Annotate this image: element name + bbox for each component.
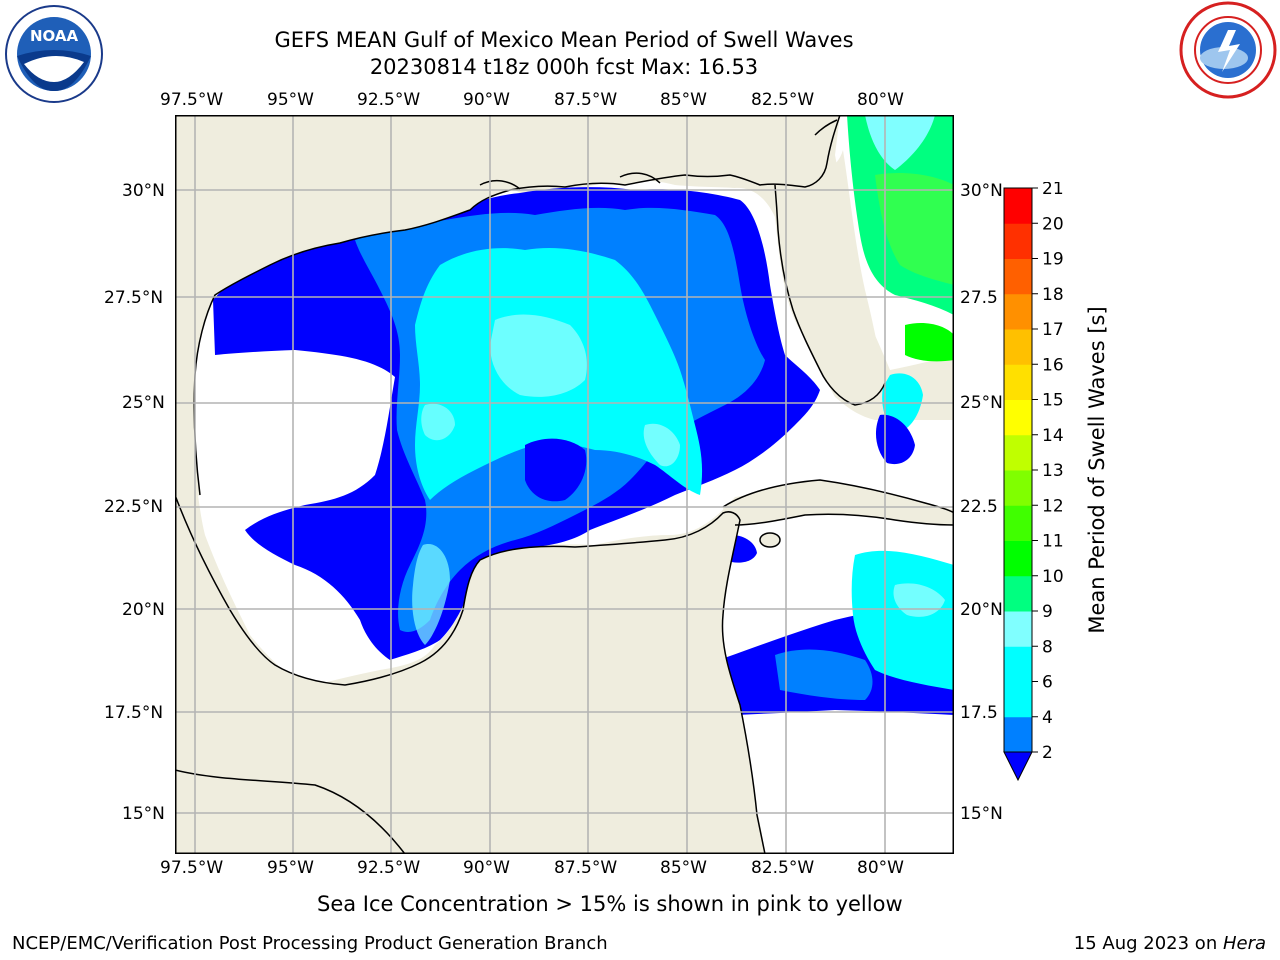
swell-fill-4-6 xyxy=(412,544,450,645)
colorbar-tick-label: 2 xyxy=(1042,743,1053,763)
bottom-lon-tick: 92.5°W xyxy=(357,858,421,878)
map-panel xyxy=(175,115,954,854)
colorbar-tick-label: 4 xyxy=(1042,708,1053,728)
cuba-land xyxy=(723,480,954,525)
colorbar-tick-label: 17 xyxy=(1042,320,1064,340)
colorbar-tick-label: 9 xyxy=(1042,602,1053,622)
left-lat-tick: 25°N xyxy=(122,393,165,413)
bottom-lon-tick: 95°W xyxy=(267,858,314,878)
colorbar-segment xyxy=(1004,575,1032,612)
colorbar-segment xyxy=(1004,329,1032,365)
swell-fill-8-9 xyxy=(421,403,455,441)
colorbar-segment xyxy=(1004,434,1032,471)
bottom-lon-tick: 87.5°W xyxy=(554,858,618,878)
colorbar-segment xyxy=(1004,399,1032,436)
colorbar-label: Mean Period of Swell Waves [s] xyxy=(1085,306,1109,634)
colorbar-segment xyxy=(1004,470,1032,506)
left-lat-tick: 20°N xyxy=(122,600,165,620)
footer-credit: NCEP/EMC/Verification Post Processing Pr… xyxy=(12,933,608,954)
colorbar-tick-label: 6 xyxy=(1042,673,1053,693)
colorbar-segment xyxy=(1004,223,1032,259)
swell-fill-10-11 xyxy=(905,323,954,362)
colorbar-tick-label: 19 xyxy=(1042,250,1064,270)
bottom-lon-tick: 97.5°W xyxy=(160,858,224,878)
colorbar-tick-label: 12 xyxy=(1042,496,1064,516)
colorbar-tick-label: 13 xyxy=(1042,461,1064,481)
left-lat-tick: 15°N xyxy=(122,804,165,824)
colorbar-tick-label: 11 xyxy=(1042,532,1064,552)
left-lat-tick: 17.5°N xyxy=(104,703,164,723)
right-lat-tick: 22.5 xyxy=(960,497,998,517)
colorbar-segment xyxy=(1004,293,1032,330)
gridlines xyxy=(175,115,954,854)
colorbar-tick-label: 14 xyxy=(1042,426,1064,446)
top-lon-tick: 97.5°W xyxy=(160,90,224,110)
bottom-lon-tick: 80°W xyxy=(857,858,904,878)
top-lon-tick: 87.5°W xyxy=(554,90,618,110)
noaa-logo-text: NOAA xyxy=(30,27,79,45)
colorbar-segment xyxy=(1004,646,1032,682)
bottom-lon-tick: 82.5°W xyxy=(751,858,815,878)
national-weather-service-logo-icon xyxy=(1178,0,1278,100)
top-lon-tick: 90°W xyxy=(463,90,510,110)
swell-fill-8-9 xyxy=(643,423,680,467)
colorbar-segment xyxy=(1004,681,1032,718)
colorbar-extend-min xyxy=(1003,751,1033,782)
right-lat-tick: 15°N xyxy=(960,804,1003,824)
top-lon-tick: 82.5°W xyxy=(751,90,815,110)
colorbar-tick-label: 18 xyxy=(1042,285,1064,305)
bottom-lon-tick: 90°W xyxy=(463,858,510,878)
colorbar-tick-label: 10 xyxy=(1042,567,1064,587)
colorbar-segment xyxy=(1004,611,1032,647)
top-lon-tick: 95°W xyxy=(267,90,314,110)
colorbar-segment xyxy=(1004,188,1032,224)
left-lat-tick: 30°N xyxy=(122,181,165,201)
left-lat-tick: 22.5°N xyxy=(104,497,164,517)
colorbar-segment xyxy=(1004,540,1032,577)
swell-fill-6-8 xyxy=(851,550,954,690)
colorbar: 2 4 6 8 9 10 11 12 13 14 15 16 17 18 19 20 21 xyxy=(996,179,1086,792)
swell-fill-8-9 xyxy=(490,314,587,397)
us-gulf-coast-land xyxy=(175,115,840,505)
colorbar-svg: 2 4 6 8 9 10 11 12 13 14 15 16 17 18 19 20 21 xyxy=(1003,179,1064,782)
mexico-land xyxy=(175,495,765,854)
swell-fill-2-4 xyxy=(327,508,365,559)
chart-title: GEFS MEAN Gulf of Mexico Mean Period of … xyxy=(274,28,854,52)
swell-fill-2-4 xyxy=(525,438,587,502)
swell-fill-8-9 xyxy=(865,115,935,170)
footer-date: 15 Aug 2023 on Hera xyxy=(1074,933,1266,955)
colorbar-segment xyxy=(1004,258,1032,295)
swell-fill-11-12 xyxy=(875,173,954,285)
bottom-lon-tick: 85°W xyxy=(660,858,707,878)
left-lat-tick: 27.5°N xyxy=(104,288,164,308)
chart-subtitle: 20230814 t18z 000h fcst Max: 16.53 xyxy=(369,55,759,79)
right-lat-tick: 17.5 xyxy=(960,703,998,723)
noaa-logo-icon: NOAA xyxy=(4,4,104,104)
right-lat-tick: 25°N xyxy=(960,393,1003,413)
colorbar-segment xyxy=(1004,505,1032,541)
isle-land xyxy=(760,533,780,547)
colorbar-segment xyxy=(1004,364,1032,400)
sea-ice-note: Sea Ice Concentration > 15% is shown in … xyxy=(317,892,903,916)
swell-fill-4-6 xyxy=(775,649,873,700)
colorbar-tick-label: 15 xyxy=(1042,391,1064,411)
footer-date-text: 15 Aug 2023 on xyxy=(1073,933,1223,954)
right-lat-tick: 30°N xyxy=(960,181,1003,201)
colorbar-tick-label: 20 xyxy=(1042,214,1064,234)
colorbar-tick-label: 16 xyxy=(1042,355,1064,375)
footer-host: Hera xyxy=(1222,933,1266,954)
right-lat-tick: 27.5 xyxy=(960,288,998,308)
colorbar-tick-label: 21 xyxy=(1042,182,1064,199)
top-lon-tick: 92.5°W xyxy=(357,90,421,110)
florida-land xyxy=(775,150,885,405)
right-lat-tick: 20°N xyxy=(960,600,1003,620)
colorbar-tick-label: 8 xyxy=(1042,637,1053,657)
colorbar-segment xyxy=(1004,716,1032,753)
map-svg xyxy=(175,115,954,854)
top-lon-tick: 85°W xyxy=(660,90,707,110)
map-frame xyxy=(175,115,954,854)
top-lon-tick: 80°W xyxy=(857,90,904,110)
